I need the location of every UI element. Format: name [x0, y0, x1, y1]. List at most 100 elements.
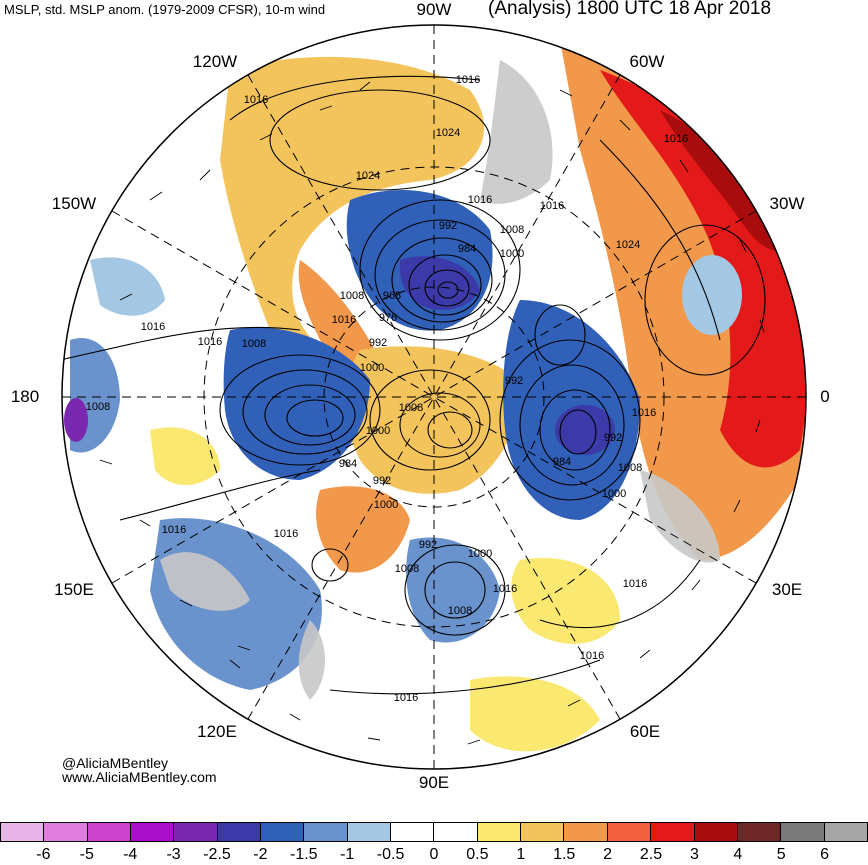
- hot-anomaly-atlantic-core: [600, 70, 806, 468]
- map-boundary: [61, 24, 807, 770]
- isobar-label: 976: [378, 312, 398, 324]
- isobar-label: 992: [418, 539, 438, 551]
- land-grey: [160, 60, 720, 700]
- isobar-label: 1016: [622, 578, 648, 590]
- colorbar-swatch: [0, 822, 45, 842]
- isobar-label: 1008: [394, 563, 420, 575]
- isobar-label: 992: [372, 475, 392, 487]
- isobar-label: 1016: [539, 200, 565, 212]
- graticule: [62, 25, 806, 769]
- analysis-time: (Analysis) 1800 UTC 18 Apr 2018: [488, 0, 772, 19]
- colorbar-swatch: [477, 822, 522, 842]
- longitude-label-0: 0: [820, 387, 830, 406]
- colorbar-tick-label: -1.5: [290, 846, 318, 863]
- isobar-label: 1000: [467, 548, 493, 560]
- colorbar-tick-label: -3: [166, 846, 181, 863]
- longitude-label-150e: 150E: [54, 580, 94, 599]
- isobar-label: 1008: [499, 224, 525, 236]
- colorbar-tick-label: 0.5: [466, 846, 489, 863]
- colorbar-swatch: [261, 822, 305, 842]
- isobar-label: 1016: [467, 194, 493, 206]
- colorbar-tick-label: 2: [603, 846, 613, 863]
- longitude-label-30e: 30E: [771, 580, 803, 599]
- isobar-label: 1008: [241, 338, 267, 350]
- colorbar-tick-label: 5: [776, 846, 786, 863]
- isobar-label: 1008: [447, 605, 473, 617]
- longitude-label-30w: 30W: [769, 194, 805, 213]
- isobar-label: 1016: [161, 524, 187, 536]
- isobar-label: 1016: [197, 336, 223, 348]
- isobar-label: 1016: [393, 692, 419, 704]
- colorbar-tick-label: 1: [516, 846, 526, 863]
- colorbar-tick-label: -2: [253, 846, 268, 863]
- isobar-label: 1008: [85, 401, 111, 413]
- isobar-label: 984: [457, 243, 477, 255]
- colorbar-swatch: [87, 822, 132, 842]
- colorbar-swatch: [217, 822, 262, 842]
- isobar-label: 1008: [617, 462, 643, 474]
- isobar-label: 1016: [663, 133, 689, 145]
- colorbar-tick-label: -6: [36, 846, 51, 863]
- colorbar-swatch: [651, 822, 695, 842]
- isobar-label: 1000: [499, 248, 525, 260]
- colorbar-tick-label: 0: [429, 846, 439, 863]
- map-title: MSLP, std. MSLP anom. (1979-2009 CFSR), …: [4, 2, 326, 17]
- colorbar-swatch: [174, 822, 218, 842]
- colorbar-swatch: [564, 822, 608, 842]
- colorbar-ticks: -6 -5 -4 -3 -2.5 -2 -1.5 -1 -0.5 0 0.5 1 1.5 2 2.5 3 4 5 6: [0, 846, 868, 865]
- colorbar-swatch: [434, 822, 478, 842]
- author-handle: @AliciaMBentley: [62, 755, 169, 771]
- colorbar-tick-label: 3: [689, 846, 699, 863]
- isobar-label: 1016: [579, 650, 605, 662]
- isobar-label: 1024: [615, 239, 641, 251]
- low-anomaly-far-west-core: [64, 398, 88, 442]
- yellow-anomaly-asia: [470, 676, 600, 752]
- isobar-label: 1016: [243, 94, 269, 106]
- longitude-label-120e: 120E: [197, 722, 237, 741]
- colorbar-tick-label: -5: [79, 846, 94, 863]
- isobar-label: 992: [603, 432, 623, 444]
- author-website: www.AliciaMBentley.com: [62, 769, 217, 785]
- anomaly-colorbar: [0, 822, 868, 844]
- colorbar-swatch: [781, 822, 825, 842]
- cool-spot-atlantic: [682, 255, 742, 335]
- isobar-label: 1008: [339, 290, 365, 302]
- wind-barbs: [99, 81, 765, 745]
- colorbar-swatch: [44, 822, 88, 842]
- colorbar-tick-label: 2.5: [639, 846, 663, 863]
- isobar-label: 1000: [365, 425, 391, 437]
- low-anomaly-east-core: [555, 405, 615, 455]
- colorbar-tick-label: -0.5: [376, 846, 405, 863]
- colorbar-swatch: [304, 822, 348, 842]
- colorbar-swatch: [737, 822, 782, 842]
- low-anomaly-siberia: [406, 537, 500, 643]
- isobar-label: 1008: [398, 402, 424, 414]
- low-anomaly-central-core: [399, 256, 480, 310]
- isobar-label: 1024: [435, 127, 461, 139]
- warm-anomaly-pacific: [220, 56, 485, 375]
- longitude-label-150w: 150W: [51, 194, 97, 213]
- isobar-label: 1000: [359, 362, 385, 374]
- longitude-label-180: 180: [10, 387, 40, 406]
- isobar-label: 1016: [631, 407, 657, 419]
- longitude-label-120w: 120W: [192, 52, 238, 71]
- colorbar-tick-label: -1: [340, 846, 355, 863]
- isobar-label: 1016: [331, 314, 357, 326]
- colorbar-swatch: [521, 822, 565, 842]
- longitude-label-60w: 60W: [629, 52, 665, 71]
- low-anomaly-northwest: [90, 257, 165, 316]
- isobar-label: 984: [552, 456, 572, 468]
- isobar-label: 1016: [455, 74, 481, 86]
- yellow-anomaly-europe: [511, 558, 620, 644]
- colorbar-tick-label: 4: [733, 846, 743, 863]
- colorbar-tick-label: 1.5: [553, 846, 576, 863]
- colorbar-swatch: [347, 822, 392, 842]
- isobar-label: 1016: [140, 321, 166, 333]
- longitude-label-90e: 90E: [418, 773, 450, 792]
- isobars: [62, 75, 766, 695]
- isobar-label: 992: [438, 220, 458, 232]
- longitude-label-90w: 90W: [416, 0, 452, 19]
- colorbar-tick-label: 6: [820, 846, 830, 863]
- yellow-anomaly-west: [150, 427, 220, 485]
- colorbar-swatch: [694, 822, 738, 842]
